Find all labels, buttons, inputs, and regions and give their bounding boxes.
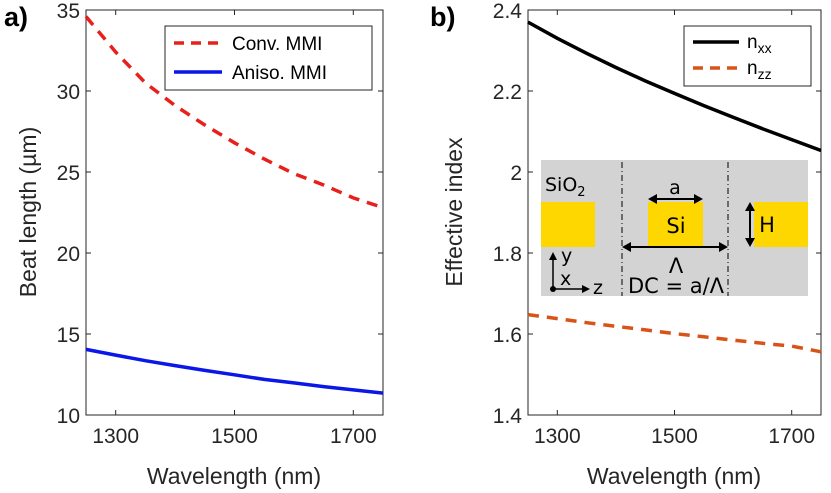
x-tick-label: 1700 (330, 425, 377, 448)
inset-width-arrowhead-right (694, 194, 703, 204)
inset-axis-y-label: y (561, 245, 572, 267)
legend-label-nxx: nxx (747, 32, 772, 56)
inset-core-right (754, 202, 808, 247)
y-tick-label: 2.4 (493, 0, 523, 23)
panel-b: b) 1.4 1.6 1.8 2 2.2 2.4 1300 1500 1700 Effecti… (430, 0, 822, 489)
x-tick-label: 1300 (92, 425, 139, 448)
inset-z-axis-arrowhead (582, 285, 590, 293)
x-tick-label: 1300 (534, 425, 581, 448)
panel-a-label: a) (4, 2, 28, 32)
inset-cladding-label: SiO2 (545, 174, 586, 200)
inset-duty-cycle: DC = a/Λ (628, 274, 725, 298)
inset-width-label: a (669, 177, 681, 199)
inset-width-arrowhead-left (648, 194, 657, 204)
series-line-nxx (527, 20, 822, 153)
inset-cladding-main: SiO (545, 174, 577, 196)
series-line-conv-mmi (84, 15, 384, 210)
legend-label-nzz: nzz (747, 58, 772, 82)
panel-b-x-label: Wavelength (nm) (587, 463, 761, 489)
legend-label-conv-mmi: Conv. MMI (232, 34, 322, 55)
panel-b-series (527, 20, 822, 354)
panel-b-y-ticks: 1.4 1.6 1.8 2 2.2 2.4 (493, 0, 821, 428)
y-tick-label: 20 (57, 243, 80, 266)
y-tick-label: 2.2 (493, 81, 522, 104)
panel-a-y-ticks: 10 15 20 25 30 35 (57, 0, 383, 428)
y-tick-label: 1.8 (493, 243, 522, 266)
legend-label-nzz-sub: zz (758, 66, 772, 82)
panel-a-series (84, 15, 384, 395)
inset-height-arrowhead-bottom (745, 238, 755, 247)
legend-label-nzz-main: n (747, 58, 758, 79)
x-tick-label: 1500 (211, 425, 258, 448)
x-tick-label: 1500 (651, 425, 698, 448)
panel-a-legend: Conv. MMI Aniso. MMI (164, 25, 373, 91)
y-tick-label: 2 (510, 162, 522, 185)
panel-a-x-label: Wavelength (nm) (147, 463, 321, 489)
y-tick-label: 35 (57, 0, 80, 23)
panel-b-y-label: Effective index (441, 137, 467, 287)
y-tick-label: 1.4 (493, 405, 523, 428)
inset-core-label: Si (666, 214, 685, 238)
panel-b-legend: nxx nzz (683, 25, 812, 87)
panel-b-label: b) (430, 2, 455, 32)
y-tick-label: 10 (57, 405, 80, 428)
legend-label-nxx-sub: xx (758, 40, 772, 56)
inset-core-left (541, 202, 595, 247)
panel-b-x-ticks: 1300 1500 1700 (534, 10, 815, 448)
inset-height-label: H (759, 213, 775, 237)
series-line-nzz (527, 312, 822, 354)
inset-axis-z-label: z (593, 277, 603, 299)
inset-height-arrowhead-top (745, 202, 755, 211)
series-line-aniso-mmi (85, 347, 384, 395)
inset-axis-x-label: x (560, 268, 571, 290)
legend-label-aniso-mmi: Aniso. MMI (232, 63, 327, 84)
panel-a-x-ticks: 1300 1500 1700 (92, 10, 377, 448)
panel-b-legend-box (683, 25, 812, 87)
y-tick-label: 30 (57, 81, 80, 104)
inset-core-center (648, 202, 703, 247)
y-tick-label: 25 (57, 162, 80, 185)
legend-label-nxx-main: n (747, 32, 758, 53)
y-tick-label: 1.6 (493, 324, 522, 347)
waveguide-inset: SiO2 a Si Λ DC = a/Λ H y x (541, 160, 808, 299)
inset-x-axis-dot (550, 286, 556, 292)
inset-period-arrowhead-right (719, 242, 728, 252)
inset-period-arrowhead-left (622, 242, 631, 252)
x-tick-label: 1700 (768, 425, 815, 448)
panel-a-y-label: Beat length (µm) (15, 127, 41, 298)
panel-a-legend-box (164, 25, 373, 91)
inset-period-label: Λ (669, 254, 684, 278)
panel-a: a) 10 15 20 25 30 35 1300 1500 1700 Beat length… (4, 0, 384, 489)
inset-y-axis-arrowhead (549, 252, 557, 260)
inset-cladding-sub: 2 (577, 185, 585, 200)
y-tick-label: 15 (57, 324, 80, 347)
